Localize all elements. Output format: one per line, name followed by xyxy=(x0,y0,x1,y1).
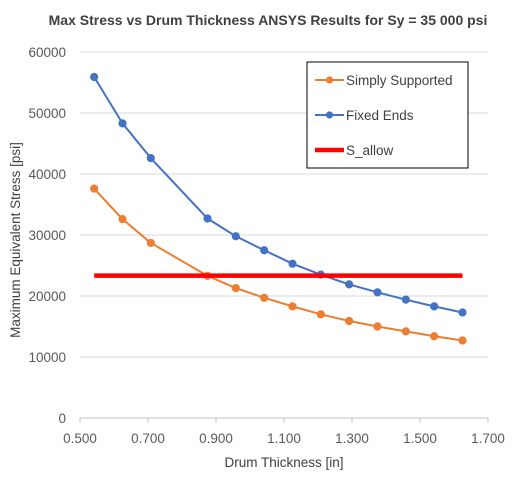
data-point xyxy=(203,214,212,223)
data-point xyxy=(430,332,439,341)
y-tick-label: 60000 xyxy=(28,45,66,60)
x-axis-title: Drum Thickness [in] xyxy=(224,455,343,470)
chart-title: Max Stress vs Drum Thickness ANSYS Resul… xyxy=(49,12,488,28)
y-tick-label: 50000 xyxy=(28,106,66,121)
data-point xyxy=(90,184,99,193)
series-line-0 xyxy=(93,187,463,342)
y-tick-label: 40000 xyxy=(28,167,66,182)
plot-area xyxy=(90,72,467,345)
y-tick-label: 10000 xyxy=(28,350,66,365)
data-point xyxy=(430,302,439,311)
data-point xyxy=(260,293,269,302)
x-tick-label: 1.100 xyxy=(267,431,301,446)
legend: Simply Supported Fixed Ends S_allow xyxy=(306,61,469,169)
y-tick-label: 20000 xyxy=(28,289,66,304)
x-tick-label: 0.700 xyxy=(131,431,165,446)
legend-label: S_allow xyxy=(346,143,394,158)
data-point xyxy=(118,215,127,224)
x-tick-label: 1.300 xyxy=(335,431,369,446)
legend-label: Fixed Ends xyxy=(346,108,414,123)
data-point xyxy=(260,246,269,255)
data-point xyxy=(373,288,382,297)
data-point xyxy=(288,302,297,311)
legend-swatch-marker xyxy=(325,76,334,84)
data-point xyxy=(458,308,467,317)
data-point xyxy=(146,238,155,248)
y-tick-label: 0 xyxy=(58,411,66,426)
data-point xyxy=(373,322,382,331)
axes: 0 10000 20000 30000 40000 50000 60000 0.500 0.70… xyxy=(28,45,504,446)
x-tick-label: 0.500 xyxy=(63,431,97,446)
x-tick-label: 1.500 xyxy=(403,431,437,446)
gridlines xyxy=(80,51,488,358)
data-point xyxy=(90,72,99,82)
data-point xyxy=(118,119,127,128)
data-point xyxy=(345,280,354,289)
data-point xyxy=(401,327,410,336)
data-point xyxy=(231,232,240,241)
data-point xyxy=(288,259,297,268)
legend-label: Simply Supported xyxy=(346,73,453,88)
data-point xyxy=(316,310,325,319)
y-tick-label: 30000 xyxy=(28,228,66,243)
data-point xyxy=(345,316,354,326)
data-point xyxy=(146,154,155,163)
y-axis-title: Maximum Equivalent Stress [psi] xyxy=(8,142,23,338)
legend-swatch-marker xyxy=(325,111,334,119)
data-point xyxy=(231,283,240,293)
data-point xyxy=(401,295,410,304)
x-tick-label: 0.900 xyxy=(199,431,233,446)
x-tick-label: 1.700 xyxy=(471,431,505,446)
data-point xyxy=(458,336,467,345)
